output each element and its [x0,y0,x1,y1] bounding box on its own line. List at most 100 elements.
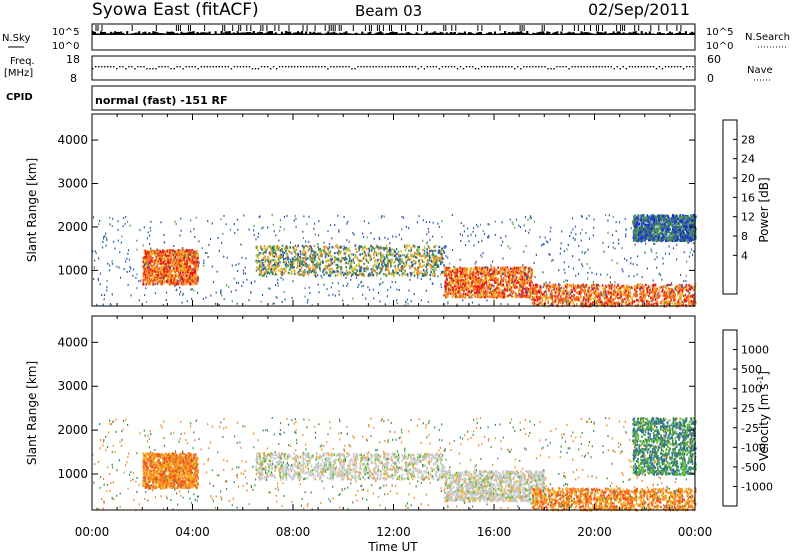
power-echo-3-984 [662,301,665,304]
nsky-point-81 [254,33,257,35]
freq-point-34 [194,66,196,68]
power-echo-3-1079 [628,302,630,305]
nsky-point-164 [421,33,424,35]
power-echo-0-1067 [144,259,146,262]
power-echo-0-148 [158,267,160,270]
freq-point-0 [92,68,94,70]
power-echo-3-119 [654,287,656,290]
power-echo-0-766 [179,262,182,265]
power-echo-0-694 [144,271,147,274]
power-echo-0-908 [195,250,197,254]
power-echo-0-1079 [149,270,152,274]
power-echo-1-555 [362,257,365,260]
power-echo-3-77 [629,294,631,297]
power-echo-2-1094 [477,290,480,293]
power-echo-2-946 [488,278,491,281]
power-echo-2-553 [449,266,451,270]
power-echo-3-206 [561,296,564,300]
power-echo-0-700 [164,253,166,256]
nsky-point-123 [339,32,342,35]
power-echo-3-540 [533,301,535,304]
power-echo-0-567 [149,255,151,258]
power-echo-2-125 [520,273,522,276]
power-echo-1-682 [385,244,388,248]
power-echo-1-839 [299,262,301,265]
power-echo-1-983 [295,258,298,261]
power-echo-1-1062 [440,255,443,258]
power-echo-0-430 [149,282,152,285]
power-echo-2-1023 [525,292,528,296]
power-echo-3-22 [562,292,565,296]
nsky-point-169 [431,32,434,35]
power-echo-2-1016 [525,282,528,285]
power-echo-2-816 [476,291,479,295]
power-echo-0-467 [158,256,161,259]
power-echo-2-543 [530,271,533,275]
power-echo-1-966 [373,269,376,273]
power-echo-2-846 [465,286,468,289]
power-echo-0-777 [144,250,147,253]
freq-point-3 [101,66,103,68]
power-echo-1-1043 [380,257,382,260]
power-echo-3-560 [551,289,553,292]
power-echo-0-221 [184,264,187,268]
power-echo-3-590 [651,291,654,294]
power-echo-2-942 [514,292,517,295]
power-echo-1-107 [365,259,368,262]
power-echo-1-972 [405,259,407,262]
power-echo-2-477 [529,290,532,294]
power-echo-1-773 [343,256,346,259]
power-echo-1-721 [367,261,370,264]
freq-point-89 [360,66,362,68]
power-echo-1-402 [323,247,326,250]
power-echo-3-221 [634,285,637,288]
power-echo-2-997 [450,277,453,280]
power-echo-3-1031 [693,287,695,290]
power-echo-2-273 [461,296,463,299]
power-echo-1-577 [281,273,283,277]
power-echo-1-46 [280,267,283,270]
power-echo-3-973 [564,283,567,287]
power-echo-2-385 [521,288,524,292]
power-echo-2-366 [509,276,512,280]
power-echo-1-164 [407,258,409,261]
power-echo-1-693 [310,258,313,261]
power-echo-3-116 [591,285,593,288]
power-echo-0-470 [197,263,199,267]
freq-point-114 [435,66,438,68]
freq-point-153 [553,68,555,70]
power-echo-3-981 [654,289,656,292]
power-echo-1-814 [311,260,313,263]
power-echo-2-575 [525,272,527,276]
power-echo-3-889 [604,290,607,293]
power-echo-1-444 [397,272,399,275]
power-echo-1-673 [330,258,332,261]
power-echo-3-943 [556,295,559,298]
power-echo-1-335 [258,265,260,269]
power-echo-0-600 [177,274,179,277]
nsky-point-94 [280,31,283,35]
power-echo-2-947 [445,269,447,272]
nsky-point-18 [128,34,131,35]
power-echo-1-813 [328,246,331,249]
nsky-point-142 [377,32,380,35]
power-echo-2-230 [463,289,465,293]
power-echo-3-396 [609,302,611,306]
power-echo-1-1026 [273,248,276,251]
power-echo-1-943 [441,257,443,260]
nsky-point-191 [475,32,478,35]
freq-point-58 [266,66,269,68]
power-echo-2-660 [473,289,475,292]
power-echo-3-377 [628,299,630,302]
power-echo-3-970 [646,299,648,303]
nsky-point-245 [584,32,587,35]
power-echo-2-903 [473,285,475,288]
power-echo-2-247 [516,294,518,298]
power-echo-3-983 [595,296,597,299]
power-echo-0-1031 [172,249,174,252]
freq-point-109 [420,66,422,68]
power-echo-2-1084 [444,273,447,276]
power-echo-2-923 [463,281,466,284]
power-echo-1-379 [432,265,435,268]
power-echo-3-848 [592,288,594,291]
